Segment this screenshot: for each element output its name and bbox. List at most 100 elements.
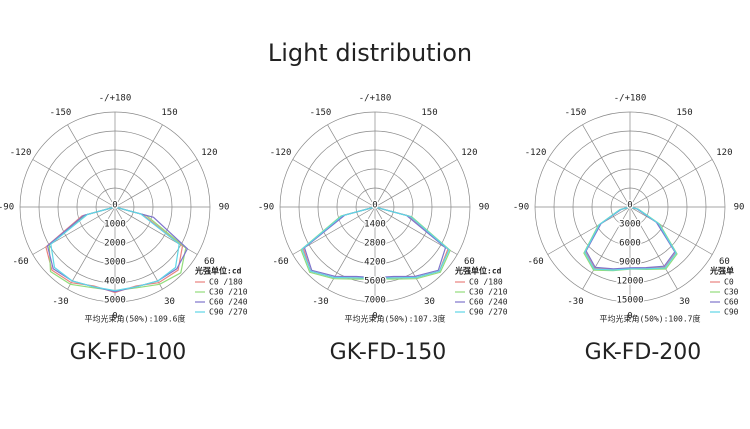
beam-angle-note: 平均光束角(50%):107.3度 (345, 314, 446, 324)
grid-spoke (374, 159, 458, 208)
curve (584, 206, 677, 271)
angle-tick-label: 0 (112, 312, 117, 322)
r-tick-label: 7000 (364, 296, 386, 306)
curve (301, 206, 450, 279)
legend-label: C0 (724, 278, 734, 287)
angle-tick-label: -90 (513, 203, 529, 213)
angle-tick-label: 90 (219, 203, 230, 213)
angle-tick-label: 30 (424, 297, 435, 307)
grid-spoke (582, 124, 631, 208)
grid-spoke (629, 159, 713, 208)
model-caption: GK-FD-100 (70, 340, 187, 365)
r-tick-label: 2000 (104, 239, 126, 249)
grid-spoke (374, 206, 423, 290)
grid-spoke (374, 124, 423, 208)
r-tick-label: 1400 (364, 220, 386, 230)
legend-label: C0 /180 (469, 278, 503, 287)
angle-tick-label: -60 (527, 257, 543, 267)
legend-title: 光强单 (709, 266, 734, 276)
angle-tick-label: -/+180 (359, 94, 392, 104)
angle-tick-label: -60 (272, 257, 288, 267)
angle-tick-label: -150 (565, 108, 587, 118)
angle-tick-label: 60 (464, 257, 475, 267)
r-tick-label: 4200 (364, 258, 386, 268)
r-tick-label: 4000 (104, 277, 126, 287)
legend-title: 光强单位:cd (454, 266, 502, 276)
grid-spoke (629, 124, 678, 208)
r-tick-label: 0 (112, 201, 117, 211)
polar-chart: -/+180-150150-120120-9090-6060-303000100… (0, 94, 248, 366)
model-caption: GK-FD-200 (585, 340, 702, 365)
r-tick-label: 0 (372, 201, 377, 211)
grid-spoke (292, 159, 376, 208)
angle-tick-label: -30 (567, 297, 583, 307)
polar-chart: -/+180 -150 150 -120 120 -90 90 -60 60 -30 30 0 0 140… (258, 94, 508, 366)
legend-label: C90 /270 (209, 308, 248, 317)
r-tick-label: 9000 (619, 258, 641, 268)
grid-spoke (114, 159, 198, 208)
angle-tick-label: -120 (10, 148, 32, 158)
angle-tick-label: 120 (461, 148, 477, 158)
angle-tick-label: 0 (627, 312, 632, 322)
r-tick-label: 15000 (616, 296, 643, 306)
grid-spoke (32, 159, 116, 208)
model-caption: GK-FD-150 (330, 340, 447, 365)
angle-tick-label: 150 (421, 108, 437, 118)
grid-spoke (629, 206, 713, 255)
angle-tick-label: 90 (734, 203, 745, 213)
legend-label: C30 /210 (209, 288, 248, 297)
r-tick-label: 12000 (616, 277, 643, 287)
r-tick-label: 3000 (104, 258, 126, 268)
angle-tick-label: -90 (258, 203, 274, 213)
angle-tick-label: 90 (479, 203, 490, 213)
grid-spoke (629, 206, 678, 290)
r-tick-label: 0 (627, 201, 632, 211)
r-tick-label: 2800 (364, 239, 386, 249)
angle-tick-label: -150 (310, 108, 332, 118)
angle-tick-label: -30 (312, 297, 328, 307)
angle-tick-label: 30 (164, 297, 175, 307)
angle-tick-label: -30 (52, 297, 68, 307)
grid-spoke (582, 206, 631, 290)
beam-angle-note: 平均光束角(50%):109.6度 (85, 314, 186, 324)
angle-tick-label: -90 (0, 203, 14, 213)
legend-label: C30 (724, 288, 739, 297)
polar-chart: -/+180-150 150-120 120-90 90-60 60-30 3000300… (513, 94, 745, 366)
r-tick-label: 6000 (619, 239, 641, 249)
angle-tick-label: 60 (204, 257, 215, 267)
curve (50, 206, 180, 292)
angle-tick-label: 60 (719, 257, 730, 267)
angle-tick-label: -/+180 (99, 94, 132, 104)
beam-angle-note: 平均光束角(50%):100.7度 (600, 314, 701, 324)
r-tick-label: 5600 (364, 277, 386, 287)
legend-label: C60 /240 (209, 298, 248, 307)
curve (46, 206, 189, 293)
angle-tick-label: -120 (525, 148, 547, 158)
angle-tick-label: 150 (161, 108, 177, 118)
angle-tick-label: 120 (201, 148, 217, 158)
grid-spoke (547, 206, 631, 255)
angle-tick-label: -120 (270, 148, 292, 158)
legend-label: C90 (724, 308, 739, 317)
angle-tick-label: 30 (679, 297, 690, 307)
grid-spoke (32, 206, 116, 255)
angle-tick-label: -/+180 (614, 94, 647, 104)
grid-spoke (327, 124, 376, 208)
grid-spoke (114, 206, 163, 290)
grid-spoke (547, 159, 631, 208)
angle-tick-label: -60 (12, 257, 28, 267)
grid-spoke (327, 206, 376, 290)
legend-title: 光强单位:cd (194, 266, 242, 276)
angle-tick-label: 0 (372, 312, 377, 322)
grid-spoke (67, 206, 116, 290)
angle-tick-label: 150 (676, 108, 692, 118)
grid-spoke (67, 124, 116, 208)
legend-label: C0 /180 (209, 278, 243, 287)
grid-spoke (114, 124, 163, 208)
page-title: Light distribution (268, 39, 472, 67)
r-tick-label: 5000 (104, 296, 126, 306)
angle-tick-label: 120 (716, 148, 732, 158)
legend-label: C30 /210 (469, 288, 508, 297)
r-tick-label: 1000 (104, 220, 126, 230)
